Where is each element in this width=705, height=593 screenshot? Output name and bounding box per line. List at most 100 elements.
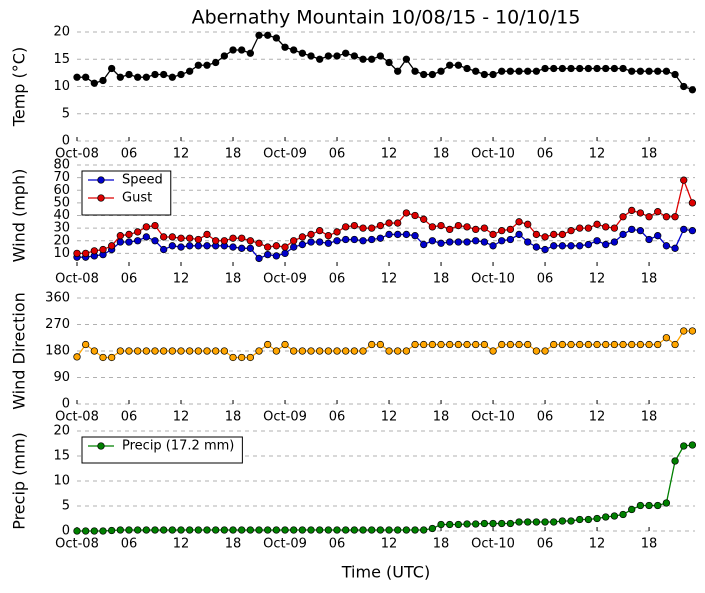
x-tick-label: 12 bbox=[381, 537, 398, 552]
data-point bbox=[99, 245, 107, 254]
data-point bbox=[593, 64, 601, 73]
data-point bbox=[142, 73, 150, 81]
legend-label: Precip (17.2 mm) bbox=[122, 439, 234, 454]
x-tick-label: 18 bbox=[433, 537, 450, 552]
data-point bbox=[99, 76, 107, 85]
data-point bbox=[662, 499, 671, 507]
data-point bbox=[385, 526, 393, 534]
data-point bbox=[654, 208, 662, 216]
data-point bbox=[186, 347, 194, 355]
data-point bbox=[394, 67, 402, 75]
data-point bbox=[350, 221, 359, 230]
data-point bbox=[194, 347, 202, 355]
y-tick-label: 70 bbox=[53, 170, 70, 185]
data-point bbox=[654, 340, 662, 349]
data-point bbox=[108, 242, 116, 250]
data-point bbox=[688, 441, 697, 449]
x-tick-label: 18 bbox=[433, 147, 450, 162]
data-point bbox=[550, 340, 558, 349]
data-point bbox=[324, 52, 333, 60]
data-point bbox=[463, 520, 471, 528]
data-point bbox=[290, 347, 298, 355]
data-point bbox=[333, 237, 341, 245]
data-point bbox=[576, 224, 584, 232]
data-point bbox=[454, 520, 463, 529]
data-point bbox=[688, 199, 697, 207]
data-point bbox=[584, 240, 593, 249]
data-point bbox=[238, 46, 246, 54]
data-point bbox=[90, 247, 98, 255]
data-point bbox=[186, 67, 194, 75]
data-point bbox=[281, 249, 289, 258]
data-point bbox=[394, 526, 402, 534]
data-point bbox=[446, 225, 454, 234]
data-point bbox=[333, 347, 341, 355]
data-point bbox=[376, 526, 385, 534]
data-point bbox=[506, 235, 515, 244]
data-point bbox=[524, 220, 532, 228]
data-point bbox=[463, 64, 471, 73]
data-point bbox=[212, 58, 220, 67]
data-point bbox=[602, 340, 610, 349]
x-tick-label: 12 bbox=[381, 272, 398, 287]
x-tick-label: 18 bbox=[641, 272, 658, 287]
data-point bbox=[472, 225, 480, 234]
data-point bbox=[264, 526, 272, 534]
data-point bbox=[420, 70, 428, 79]
data-point bbox=[688, 226, 697, 235]
data-point bbox=[584, 515, 593, 524]
y-tick-label: 10 bbox=[53, 246, 70, 261]
x-tick-label: 06 bbox=[121, 147, 138, 162]
x-tick-label: Oct-08 bbox=[55, 410, 99, 425]
x-axis-label: Time (UTC) bbox=[341, 563, 430, 582]
data-point bbox=[376, 234, 385, 242]
data-point bbox=[238, 244, 246, 252]
data-point bbox=[246, 244, 255, 252]
data-point bbox=[307, 347, 315, 355]
data-point bbox=[238, 526, 246, 534]
data-point bbox=[567, 340, 575, 349]
x-tick-label: 18 bbox=[225, 272, 242, 287]
data-point bbox=[151, 70, 159, 79]
data-point bbox=[446, 61, 454, 69]
data-point bbox=[688, 86, 697, 94]
data-point bbox=[654, 232, 662, 240]
data-point bbox=[324, 526, 333, 534]
data-point bbox=[99, 527, 107, 535]
data-point bbox=[428, 223, 437, 231]
x-tick-label: 12 bbox=[381, 410, 398, 425]
data-point bbox=[246, 49, 255, 57]
series-line bbox=[77, 34, 693, 91]
data-point bbox=[229, 243, 237, 251]
data-point bbox=[368, 526, 376, 534]
data-point bbox=[177, 70, 185, 79]
data-point bbox=[272, 34, 281, 42]
data-point bbox=[437, 239, 445, 247]
data-point bbox=[368, 224, 376, 232]
legend: Speed Gust bbox=[81, 170, 172, 216]
y-tick-label: 20 bbox=[53, 25, 70, 40]
x-tick-label: 18 bbox=[641, 537, 658, 552]
data-point bbox=[688, 327, 697, 335]
data-point bbox=[90, 79, 98, 87]
data-point bbox=[203, 61, 211, 69]
y-tick-label: 20 bbox=[53, 233, 70, 248]
data-point bbox=[463, 238, 471, 246]
data-point bbox=[489, 242, 497, 250]
x-tick-label: 06 bbox=[329, 410, 346, 425]
data-point bbox=[610, 224, 619, 232]
legend-marker bbox=[97, 194, 105, 202]
data-point bbox=[480, 70, 489, 79]
x-tick-label: 18 bbox=[225, 147, 242, 162]
data-point bbox=[298, 49, 307, 57]
data-point bbox=[645, 501, 653, 510]
x-tick-label: Oct-09 bbox=[263, 272, 307, 287]
data-point bbox=[376, 221, 385, 230]
data-point bbox=[194, 526, 202, 534]
data-point bbox=[212, 237, 220, 245]
data-point bbox=[489, 230, 497, 239]
data-point bbox=[420, 215, 428, 223]
x-tick-label: 18 bbox=[433, 410, 450, 425]
data-point bbox=[645, 213, 653, 221]
